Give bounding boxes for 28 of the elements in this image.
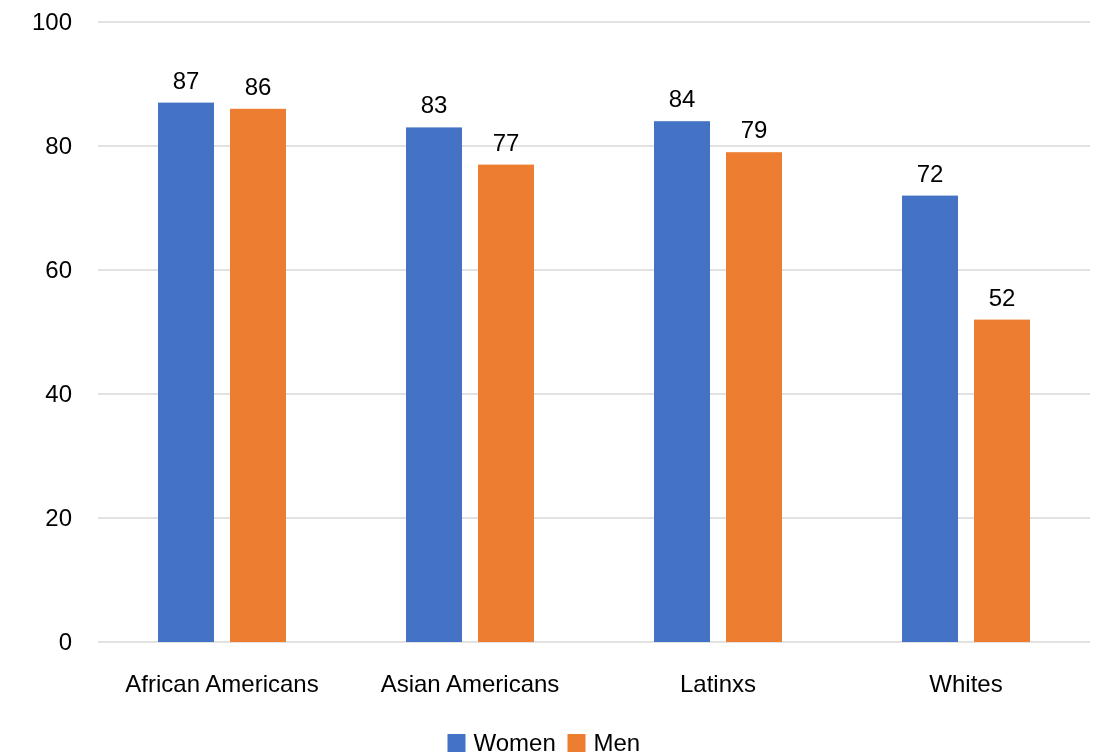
y-tick-label: 0	[58, 628, 72, 656]
legend-label: Women	[473, 729, 556, 755]
bar	[974, 319, 1030, 642]
data-label: 87	[172, 66, 200, 94]
data-label: 52	[988, 283, 1016, 311]
y-tick-label: 80	[45, 132, 72, 160]
bar	[230, 108, 286, 642]
data-label: 84	[668, 85, 696, 113]
bar	[902, 195, 958, 642]
bar	[478, 164, 534, 642]
data-label: 79	[740, 116, 768, 144]
data-label: 72	[916, 159, 944, 187]
x-tick-label: African Americans	[125, 670, 319, 697]
bar	[158, 102, 214, 642]
data-label: 77	[492, 128, 520, 156]
bar	[726, 152, 782, 642]
data-label: 83	[420, 91, 448, 119]
y-tick-label: 40	[45, 380, 72, 408]
x-tick-label: Latinxs	[679, 670, 757, 697]
legend-label: Men	[593, 729, 641, 755]
y-tick-label: 20	[45, 504, 72, 532]
x-tick-label: Asian Americans	[380, 670, 560, 697]
data-label: 86	[244, 72, 272, 100]
y-tick-label: 60	[45, 256, 72, 284]
y-tick-label: 100	[31, 8, 72, 36]
x-tick-label: Whites	[929, 670, 1003, 697]
bar	[654, 121, 710, 642]
bar	[406, 127, 462, 642]
